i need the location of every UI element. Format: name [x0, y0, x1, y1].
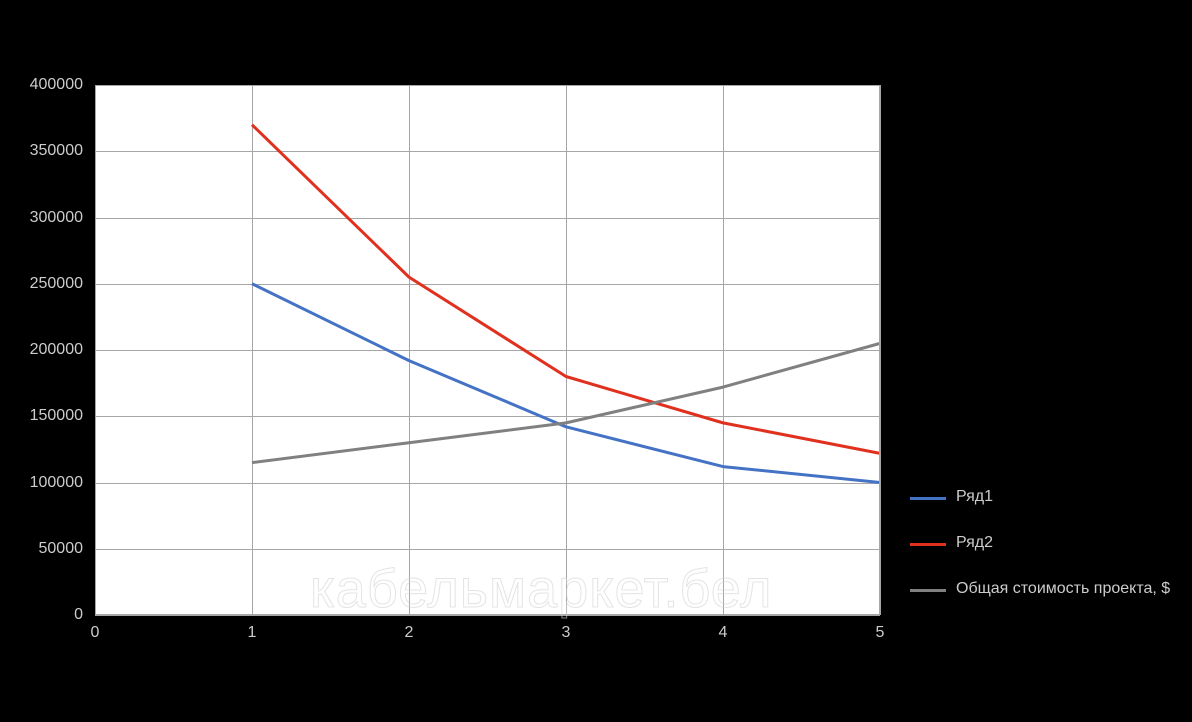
- y-tick-label: 50000: [0, 541, 83, 557]
- series-line: [252, 284, 880, 483]
- x-tick-label: 3: [546, 625, 586, 641]
- y-tick-label: 250000: [0, 276, 83, 292]
- x-tick-label: 4: [703, 625, 743, 641]
- y-tick-label: 0: [0, 607, 83, 623]
- y-tick-label: 350000: [0, 143, 83, 159]
- legend-label: Общая стоимость проекта, $: [956, 580, 1170, 598]
- y-tick-label: 300000: [0, 210, 83, 226]
- x-tick-label: 5: [860, 625, 900, 641]
- legend-swatch: [910, 543, 946, 546]
- legend-swatch: [910, 497, 946, 500]
- series-line: [252, 343, 880, 462]
- legend-swatch: [910, 589, 946, 592]
- x-tick-label: 2: [389, 625, 429, 641]
- legend-label: Ряд1: [956, 488, 993, 506]
- series-line: [252, 125, 880, 454]
- y-tick-label: 400000: [0, 77, 83, 93]
- x-tick-label: 1: [232, 625, 272, 641]
- legend-label: Ряд2: [956, 534, 993, 552]
- y-tick-label: 150000: [0, 408, 83, 424]
- chart-stage: { "chart": { "type": "line", "canvas_px"…: [0, 0, 1192, 722]
- series-lines: [0, 0, 1192, 722]
- x-tick-label: 0: [75, 625, 115, 641]
- y-tick-label: 100000: [0, 475, 83, 491]
- y-tick-label: 200000: [0, 342, 83, 358]
